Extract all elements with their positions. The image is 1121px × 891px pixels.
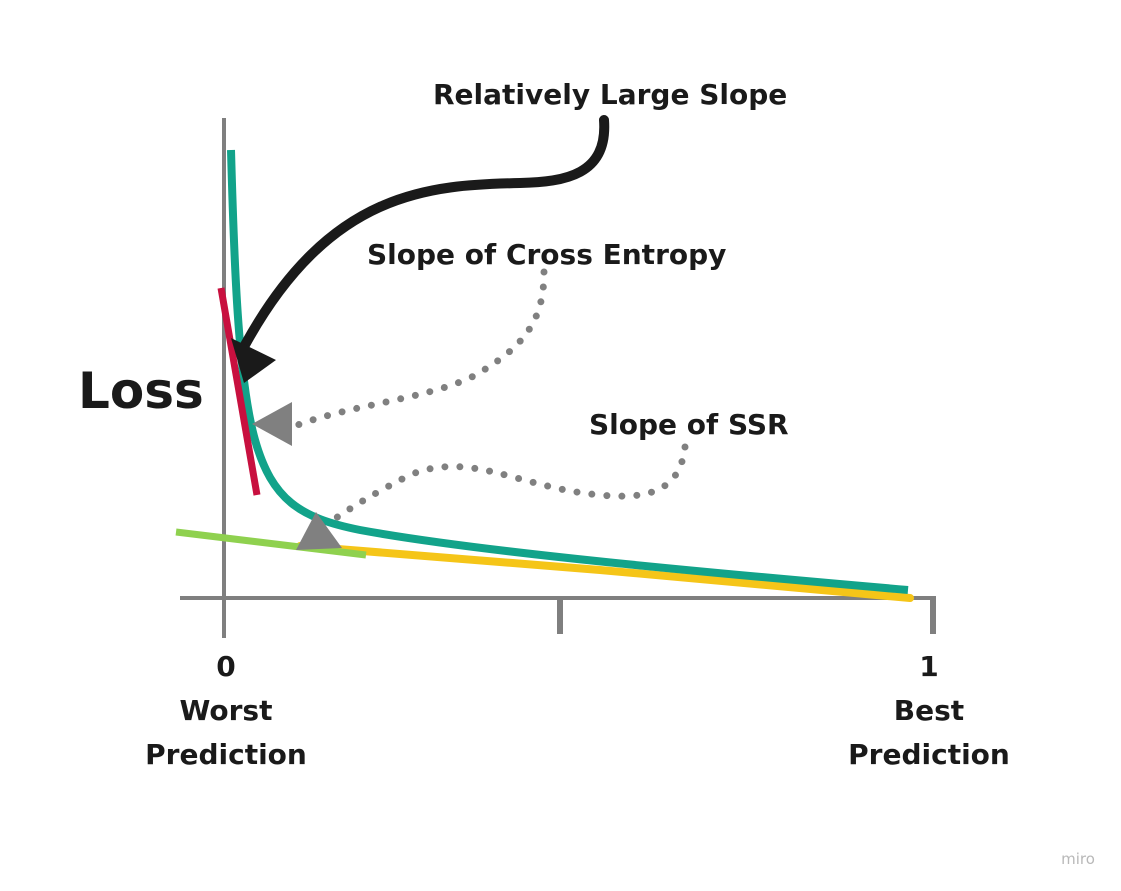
- large-slope-arrow: [240, 115, 610, 350]
- y-axis-label: Loss: [78, 362, 204, 420]
- worst-label-line1: Worst: [180, 694, 273, 727]
- miro-watermark: miro: [1061, 850, 1095, 868]
- ssr-tangent-line: [175, 528, 367, 559]
- cross-entropy-dotted-arrowhead: [252, 402, 292, 446]
- cross-entropy-dotted-arrow: [291, 268, 548, 430]
- cross-entropy-tangent-line: [217, 287, 261, 496]
- worst-label-line2: Prediction: [145, 738, 307, 771]
- ssr-slope-label: Slope of SSR: [589, 408, 789, 441]
- ssr-dotted-arrowhead: [296, 512, 342, 550]
- best-label-line2: Prediction: [848, 738, 1010, 771]
- cross-entropy-slope-label: Slope of Cross Entropy: [367, 238, 726, 271]
- x-tick-label-1: 1: [919, 650, 938, 683]
- ssr-curve: [296, 542, 914, 602]
- large-slope-arrowhead: [231, 338, 276, 383]
- best-label-line1: Best: [894, 694, 964, 727]
- cross-entropy-curve: [227, 149, 909, 594]
- ssr-dotted-arrow: [326, 443, 689, 526]
- x-tick-label-0: 0: [216, 650, 235, 683]
- large-slope-label: Relatively Large Slope: [433, 78, 787, 111]
